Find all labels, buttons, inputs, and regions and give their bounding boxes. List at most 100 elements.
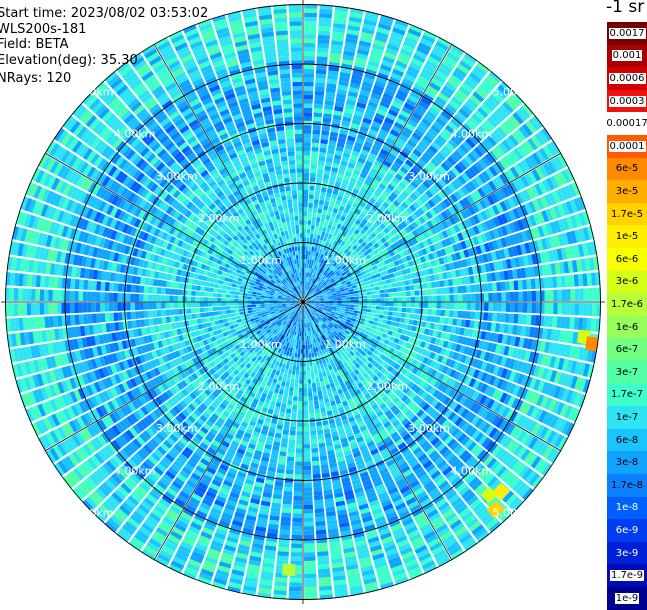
ray-gate — [234, 295, 239, 298]
ray-gate — [247, 302, 251, 304]
ray-gate — [309, 414, 314, 419]
ray-gate — [144, 311, 149, 318]
ray-gate — [27, 289, 32, 301]
ray-gate — [592, 303, 597, 316]
ray-gate — [480, 303, 485, 311]
ray-gate — [305, 332, 307, 336]
ray-gate — [91, 303, 96, 312]
ray-gate — [383, 315, 388, 319]
ray-gate — [286, 409, 291, 414]
ray-gate — [218, 315, 223, 319]
ray-gate — [273, 303, 277, 305]
ray-gate — [232, 280, 237, 284]
ray-gate — [170, 282, 175, 288]
ray-gate — [380, 306, 385, 310]
ray-gate — [303, 371, 306, 375]
ray-gate — [440, 310, 445, 317]
ray-gate — [79, 279, 84, 289]
ray-gate — [279, 451, 286, 456]
ray-gate — [296, 340, 298, 345]
ray-gate — [174, 296, 178, 302]
ray-gate — [579, 303, 584, 315]
ray-gate — [200, 292, 205, 297]
ray-gate — [470, 311, 475, 319]
ray-gate — [304, 483, 312, 488]
ray-gate — [174, 316, 179, 322]
ray-gate — [341, 306, 346, 308]
ray-gate — [457, 319, 462, 326]
ray-gate — [260, 295, 265, 297]
ray-gate — [553, 303, 558, 314]
ray-gate — [213, 298, 217, 302]
ray-gate — [311, 444, 318, 449]
ray-gate — [290, 361, 294, 366]
ray-gate — [248, 291, 253, 294]
ray-gate — [293, 513, 303, 518]
ray-gate — [247, 293, 252, 296]
ray-gate — [251, 302, 255, 304]
ray-gate — [314, 404, 319, 409]
ray-gate — [149, 278, 154, 285]
ray-gate — [467, 303, 472, 310]
ray-gate — [165, 303, 169, 309]
ray-gate — [265, 306, 269, 308]
ray-gate — [510, 303, 515, 312]
ray-gate — [350, 305, 354, 308]
ray-gate — [362, 312, 367, 316]
ray-gate — [96, 292, 101, 301]
ray-gate — [532, 303, 537, 313]
ray-gate — [57, 290, 62, 301]
ray-gate — [70, 303, 75, 313]
ray-gate — [291, 552, 302, 557]
ray-gate — [303, 353, 305, 357]
ray-gate — [230, 295, 235, 298]
ray-gate — [301, 345, 303, 349]
ray-gate — [281, 512, 291, 517]
ray-gate — [79, 291, 84, 301]
ray-gate — [74, 291, 79, 301]
ray-gate — [179, 283, 184, 289]
ray-gate — [354, 302, 358, 304]
ray-gate — [113, 303, 118, 311]
ray-gate — [319, 447, 326, 452]
ray-gate — [27, 303, 32, 315]
ray-gate — [411, 302, 415, 307]
ray-gate — [35, 289, 40, 301]
ray-gate — [44, 289, 49, 301]
ray-gate — [393, 302, 397, 306]
ray-gate — [237, 281, 242, 285]
ray-gate — [315, 512, 325, 517]
ray-gate — [295, 349, 298, 354]
ray-gate — [153, 279, 158, 286]
ray-gate — [308, 388, 312, 393]
ray-gate — [315, 374, 319, 379]
ray-gate — [281, 403, 286, 408]
ray-gate — [304, 552, 315, 557]
ray-gate — [209, 317, 214, 322]
ray-gate — [234, 299, 238, 302]
ray-gate — [303, 414, 308, 418]
ray-gate — [297, 353, 300, 357]
ray-gate — [247, 296, 251, 299]
ray-gate — [345, 307, 350, 310]
ray-gate — [310, 366, 313, 371]
ray-gate — [376, 306, 381, 310]
ray-gate — [315, 521, 325, 526]
ray-gate — [346, 302, 350, 304]
ray-gate — [256, 307, 261, 310]
ray-gate — [306, 353, 309, 357]
ray-gate — [289, 587, 302, 592]
ray-gate — [304, 591, 317, 596]
ray-gate — [324, 303, 328, 304]
ray-gate — [18, 303, 23, 316]
ray-gate — [317, 543, 328, 548]
ray-gate — [57, 316, 62, 327]
ray-gate — [269, 299, 273, 301]
ray-gate — [283, 373, 287, 378]
ray-gate — [364, 319, 369, 323]
ray-gate — [40, 289, 45, 301]
ray-gate — [303, 410, 308, 414]
ray-gate — [87, 280, 92, 290]
ray-gate — [437, 303, 441, 309]
ray-gate — [200, 308, 205, 313]
